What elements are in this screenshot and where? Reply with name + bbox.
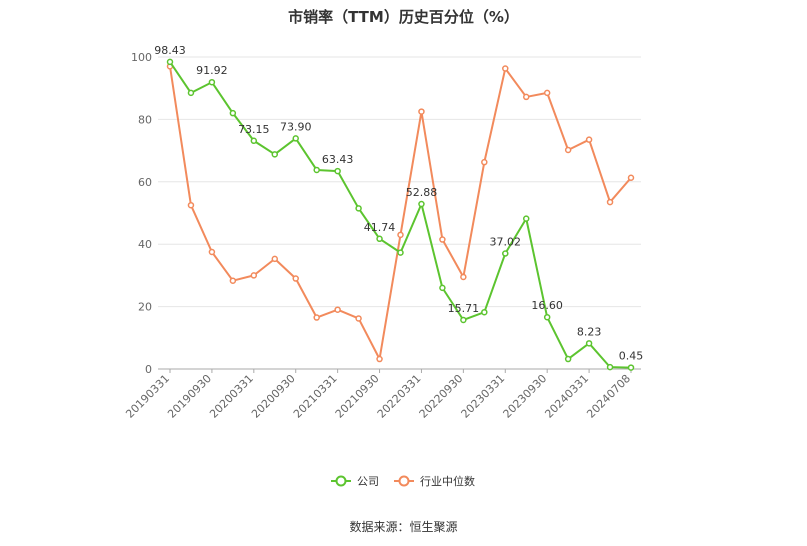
data-point xyxy=(292,275,299,282)
series-line-industry xyxy=(169,66,632,361)
data-label: 37.02 xyxy=(490,235,522,248)
data-point xyxy=(522,215,530,222)
data-point xyxy=(627,364,635,371)
data-point xyxy=(460,273,467,281)
data-label: 41.74 xyxy=(364,221,396,234)
x-tick-label: 20200930 xyxy=(249,372,298,421)
x-tick-label: 20240331 xyxy=(542,372,591,421)
data-point xyxy=(439,236,446,243)
data-point xyxy=(355,205,362,212)
data-label: 0.45 xyxy=(619,350,644,363)
data-label: 73.90 xyxy=(280,120,312,133)
data-point xyxy=(439,284,446,292)
data-label: 91.92 xyxy=(196,64,228,77)
x-tick-label: 20200331 xyxy=(207,372,256,421)
data-point xyxy=(460,316,467,324)
data-point xyxy=(313,314,320,321)
legend-label: 行业中位数 xyxy=(420,474,475,488)
x-tick-label: 20190930 xyxy=(165,372,214,421)
data-point xyxy=(376,235,383,243)
data-point xyxy=(543,89,551,97)
x-tick-label: 20220331 xyxy=(375,372,424,421)
data-point xyxy=(585,340,593,347)
data-point xyxy=(502,250,509,257)
data-point xyxy=(355,315,362,322)
data-point xyxy=(481,308,488,316)
legend-label: 公司 xyxy=(357,475,379,488)
data-label: 15.71 xyxy=(448,302,480,315)
data-point xyxy=(606,198,614,206)
series-line-company xyxy=(169,61,632,369)
y-tick-label: 0 xyxy=(145,363,152,376)
data-point xyxy=(313,166,320,174)
data-point xyxy=(481,158,488,166)
data-label: 73.15 xyxy=(238,123,270,136)
data-point xyxy=(271,151,279,158)
data-point xyxy=(585,136,593,143)
data-point xyxy=(271,255,279,263)
data-point xyxy=(229,277,237,284)
data-point xyxy=(376,355,383,363)
y-tick-label: 80 xyxy=(138,113,152,126)
data-point xyxy=(564,355,572,363)
data-point xyxy=(397,249,404,256)
data-point xyxy=(229,109,237,117)
y-tick-label: 60 xyxy=(138,176,152,189)
y-tick-label: 20 xyxy=(138,301,152,314)
data-label: 98.43 xyxy=(154,44,186,57)
x-tick-label: 20190331 xyxy=(123,372,172,421)
data-label: 8.23 xyxy=(577,325,602,338)
data-point xyxy=(334,306,341,313)
data-point xyxy=(606,363,614,371)
data-point xyxy=(208,78,216,86)
data-point xyxy=(564,146,572,154)
data-point xyxy=(397,231,404,239)
data-point xyxy=(292,135,299,142)
data-label: 16.60 xyxy=(531,299,563,312)
data-point xyxy=(502,65,509,72)
x-tick-label: 20210331 xyxy=(291,372,340,421)
data-point xyxy=(250,137,258,145)
legend-item-company: 公司 xyxy=(331,475,379,488)
chart-title: 市销率（TTM）历史百分位（%） xyxy=(288,8,519,26)
y-tick-label: 100 xyxy=(131,51,152,64)
data-label: 63.43 xyxy=(322,153,354,166)
source-note: 数据来源：恒生聚源 xyxy=(349,520,458,534)
data-point xyxy=(418,200,425,208)
legend-marker xyxy=(335,475,347,487)
data-point xyxy=(418,108,425,115)
data-point xyxy=(208,248,216,256)
y-tick-label: 40 xyxy=(138,238,152,251)
data-point xyxy=(187,201,195,209)
legend-item-industry: 行业中位数 xyxy=(394,474,475,488)
data-point xyxy=(543,313,551,321)
x-tick-label: 20220930 xyxy=(417,372,466,421)
x-tick-label: 20210930 xyxy=(333,372,382,421)
data-point xyxy=(187,89,195,97)
data-point xyxy=(250,272,258,279)
x-tick-label: 20230331 xyxy=(459,372,508,421)
legend-marker xyxy=(398,475,410,487)
x-tick-label: 20230930 xyxy=(501,372,550,421)
data-point xyxy=(166,58,174,66)
data-point xyxy=(522,93,530,101)
x-tick-label: 20240708 xyxy=(584,372,633,421)
data-point xyxy=(627,174,635,181)
data-label: 52.88 xyxy=(406,186,438,199)
data-point xyxy=(334,167,341,175)
